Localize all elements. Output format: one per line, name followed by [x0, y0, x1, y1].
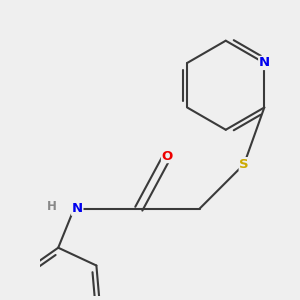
Text: N: N [72, 202, 83, 215]
Text: O: O [161, 150, 173, 163]
Text: S: S [239, 158, 249, 171]
Text: N: N [259, 56, 270, 70]
Text: H: H [46, 200, 56, 213]
